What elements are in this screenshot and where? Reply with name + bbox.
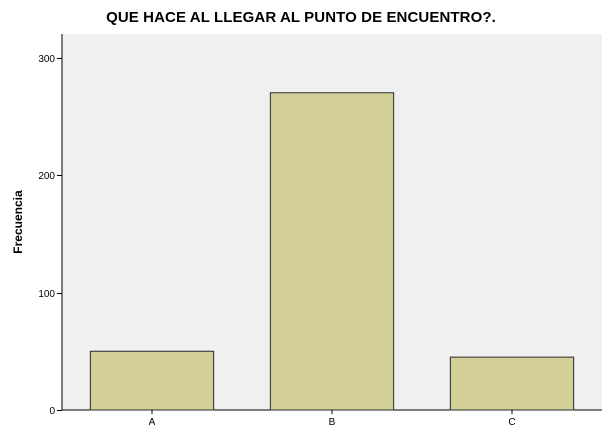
bars [89, 92, 575, 411]
y-tick-label: 300 [38, 54, 55, 65]
y-axis-label: Frecuencia [11, 190, 25, 254]
y-tick-label: 100 [38, 289, 55, 300]
chart-title: QUE HACE AL LLEGAR AL PUNTO DE ENCUENTRO… [106, 9, 496, 26]
bar-c [449, 356, 575, 411]
y-ticks: 0 100 200 300 [38, 54, 62, 417]
x-tick-label: A [149, 417, 156, 426]
y-tick-label: 0 [49, 406, 55, 417]
x-tick-label: B [329, 417, 336, 426]
x-tick-label: C [508, 417, 515, 426]
bar-b [269, 92, 395, 411]
y-tick-label: 200 [38, 171, 55, 182]
x-ticks: A B C [149, 410, 516, 426]
bar-a [89, 350, 215, 411]
